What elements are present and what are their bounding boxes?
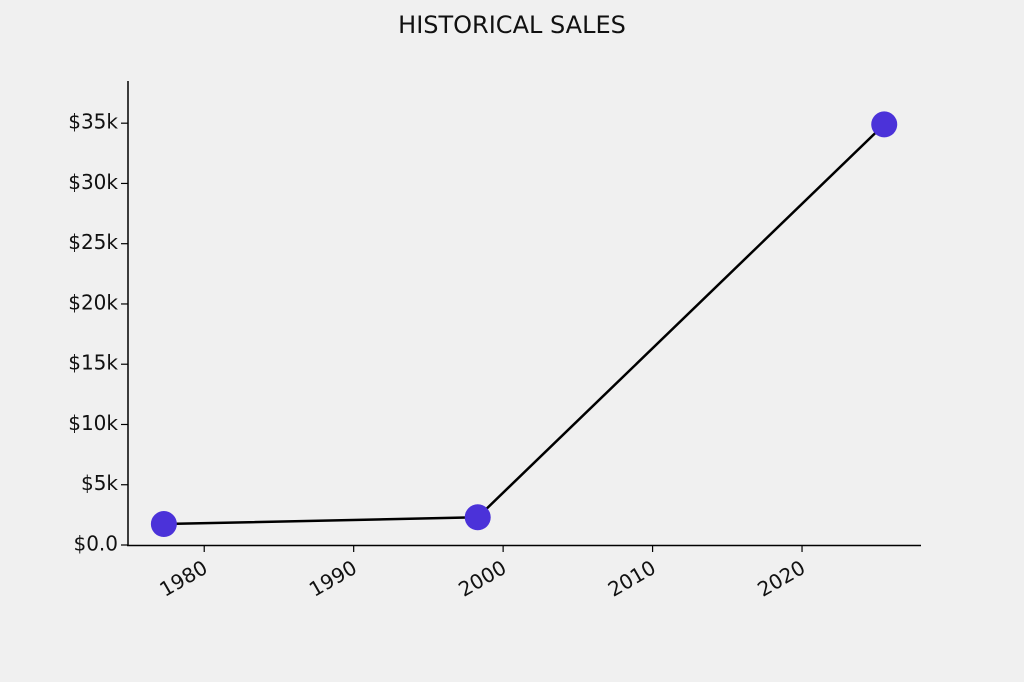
y-tick-label: $0.0 bbox=[73, 532, 118, 556]
point bbox=[871, 111, 898, 138]
y-tick-label: $35k bbox=[68, 110, 118, 134]
y-tick-label: $30k bbox=[68, 170, 118, 194]
point bbox=[464, 504, 491, 531]
point bbox=[150, 511, 177, 538]
y-tick-label: $5k bbox=[81, 471, 118, 495]
chart-title: HISTORICAL SALES bbox=[398, 11, 626, 39]
y-tick-label: $25k bbox=[68, 230, 118, 254]
y-tick-label: $10k bbox=[68, 411, 118, 435]
y-tick-label: $20k bbox=[68, 290, 118, 314]
y-tick-label: $15k bbox=[68, 351, 118, 375]
